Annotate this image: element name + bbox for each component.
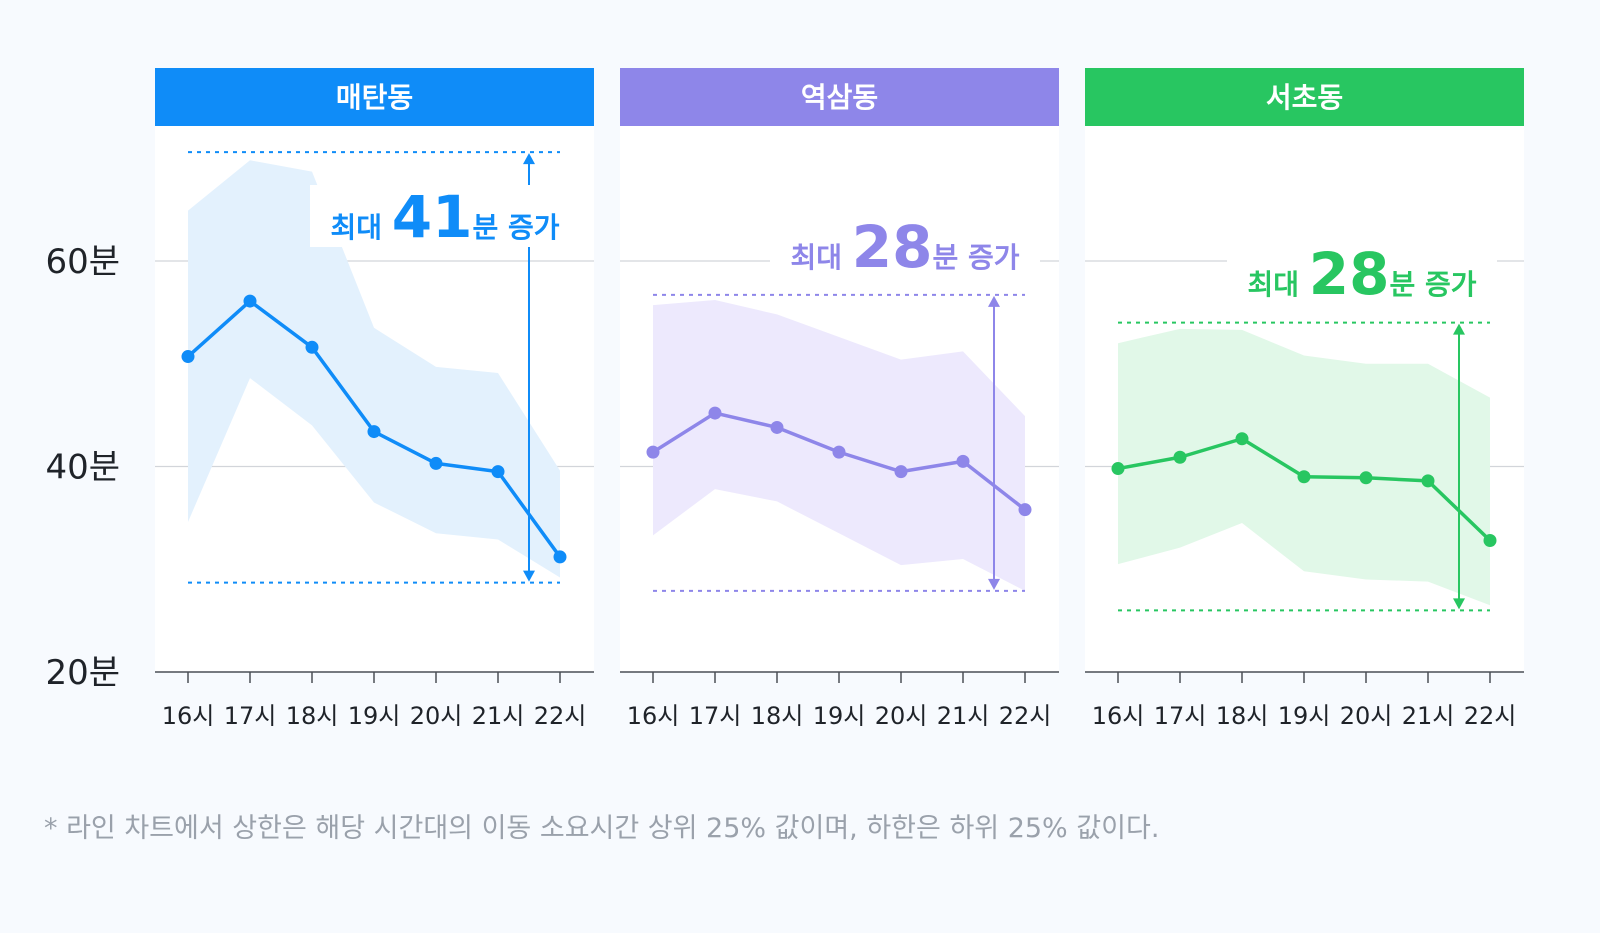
data-point (1359, 471, 1373, 485)
panel-title: 서초동 (1266, 81, 1343, 114)
data-point (367, 425, 381, 439)
data-point (1297, 470, 1311, 484)
x-tick-label: 19시 (348, 702, 401, 730)
x-tick-label: 16시 (162, 702, 215, 730)
data-point (1173, 450, 1187, 464)
data-point (181, 350, 195, 364)
x-tick-label: 17시 (1154, 702, 1207, 730)
panel-header (155, 68, 594, 126)
data-point (894, 465, 908, 479)
range-arrow-head-down (1453, 598, 1465, 610)
quartile-band (653, 300, 1025, 591)
annotation-value: 28 (852, 213, 933, 281)
x-tick-label: 19시 (813, 702, 866, 730)
x-tick-label: 16시 (1092, 702, 1145, 730)
x-tick-label: 18시 (286, 702, 339, 730)
range-arrow-head-down (988, 578, 1000, 590)
x-tick-label: 18시 (1216, 702, 1269, 730)
range-arrow-head-down (523, 570, 535, 582)
quartile-band (188, 160, 560, 578)
data-point (1235, 432, 1249, 446)
x-tick-label: 21시 (937, 702, 990, 730)
range-arrow-head-up (523, 153, 535, 165)
annotation-prefix: 최대 (1247, 268, 1308, 301)
panel-title: 매탄동 (336, 81, 413, 114)
data-point (1421, 474, 1435, 488)
panel-header (620, 68, 1059, 126)
x-tick-label: 22시 (534, 702, 587, 730)
x-tick-label: 22시 (1464, 702, 1517, 730)
panel-title: 역삼동 (801, 81, 878, 114)
data-point (1111, 462, 1125, 476)
data-point (770, 420, 784, 434)
max-increase-annotation: 최대 28분 증가 (790, 213, 1019, 281)
data-point (956, 454, 970, 468)
data-point (1018, 503, 1032, 517)
max-increase-annotation: 최대 28분 증가 (1247, 240, 1476, 308)
annotation-prefix: 최대 (330, 211, 391, 244)
annotation-suffix: 분 증가 (472, 211, 559, 244)
y-tick-label: 20분 (45, 653, 120, 693)
y-tick-label: 40분 (45, 448, 120, 488)
data-point (646, 445, 660, 459)
data-point (553, 550, 567, 564)
data-point (491, 465, 505, 479)
y-tick-label: 60분 (45, 242, 120, 282)
x-tick-label: 17시 (689, 702, 742, 730)
annotation-prefix: 최대 (790, 241, 851, 274)
annotation-value: 28 (1309, 240, 1390, 308)
x-tick-label: 20시 (1340, 702, 1393, 730)
annotation-backing (770, 215, 1040, 277)
range-arrow-head-up (988, 295, 1000, 307)
annotation-value: 41 (392, 183, 473, 251)
range-arrow-head-up (1453, 323, 1465, 335)
x-tick-label: 20시 (410, 702, 463, 730)
x-tick-label: 21시 (1402, 702, 1455, 730)
x-tick-label: 22시 (999, 702, 1052, 730)
annotation-suffix: 분 증가 (1389, 268, 1476, 301)
footnote: * 라인 차트에서 상한은 해당 시간대의 이동 소요시간 상위 25% 값이며… (44, 813, 1160, 844)
data-point (243, 294, 257, 308)
max-increase-annotation: 최대 41분 증가 (330, 183, 559, 251)
x-tick-label: 16시 (627, 702, 680, 730)
x-tick-label: 17시 (224, 702, 277, 730)
annotation-backing (1227, 242, 1497, 304)
annotation-backing (310, 185, 580, 247)
annotation-suffix: 분 증가 (932, 241, 1019, 274)
x-tick-label: 20시 (875, 702, 928, 730)
data-point (708, 406, 722, 420)
x-tick-label: 19시 (1278, 702, 1331, 730)
quartile-band (1118, 328, 1490, 606)
x-tick-label: 21시 (472, 702, 525, 730)
data-point (1483, 533, 1497, 547)
panel-header (1085, 68, 1524, 126)
x-tick-label: 18시 (751, 702, 804, 730)
data-point (305, 340, 319, 354)
data-point (832, 445, 846, 459)
data-point (429, 456, 443, 470)
